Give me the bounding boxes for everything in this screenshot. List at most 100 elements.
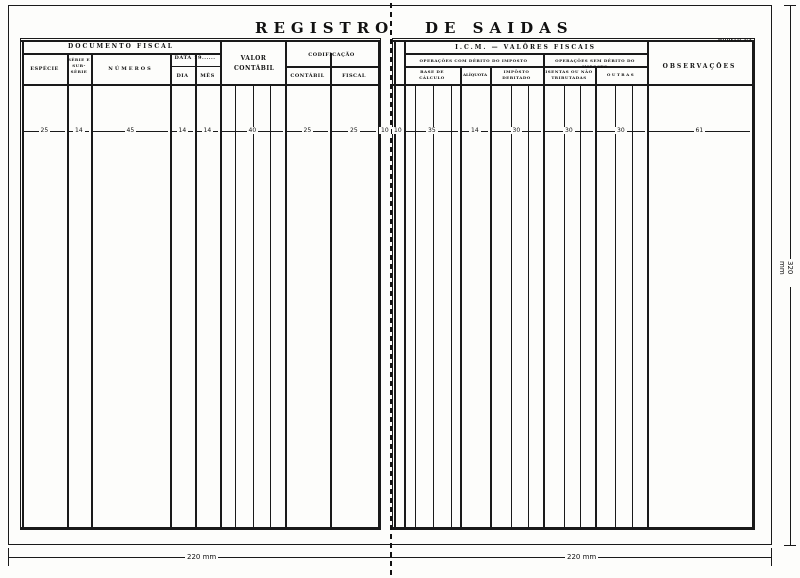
vertical-rule bbox=[380, 38, 381, 530]
vertical-rule bbox=[615, 84, 616, 528]
horizontal-rule bbox=[20, 527, 380, 529]
horizontal-rule bbox=[20, 40, 380, 42]
dimension-label: 10 bbox=[392, 127, 404, 134]
horizontal-rule bbox=[22, 84, 378, 86]
width-right-label: 220 mm bbox=[565, 553, 599, 561]
header-especie: ESPÉCIE bbox=[30, 66, 59, 72]
header-isentas: ISENTAS OU NÃO TRIBUTADAS bbox=[545, 69, 593, 80]
dimension-label: 61 bbox=[693, 127, 706, 134]
horizontal-rule bbox=[285, 66, 378, 68]
vertical-rule bbox=[67, 53, 69, 528]
header-mes: MÊS bbox=[200, 73, 215, 79]
header-numeros: NÚMEROS bbox=[108, 66, 153, 72]
header-contabil: CONTÁBIL bbox=[290, 73, 325, 79]
dimension-label: 14 bbox=[176, 127, 189, 134]
vertical-rule bbox=[771, 548, 772, 566]
vertical-rule bbox=[595, 66, 597, 528]
vertical-rule bbox=[451, 84, 452, 528]
vertical-rule bbox=[91, 53, 93, 528]
dimension-label: 14 bbox=[201, 127, 214, 134]
horizontal-rule bbox=[20, 529, 380, 530]
dimension-label: 35 bbox=[426, 127, 438, 134]
header-icm: I.C.M. — VALÔRES FISCAIS bbox=[455, 44, 596, 51]
vertical-rule bbox=[543, 66, 545, 528]
vertical-rule bbox=[511, 84, 512, 528]
vertical-rule bbox=[330, 53, 332, 528]
header-fiscal: FISCAL bbox=[342, 73, 366, 79]
header-data: DATA 19...... bbox=[174, 55, 216, 61]
vertical-rule bbox=[394, 40, 396, 528]
dimension-label: 25 bbox=[301, 127, 314, 134]
header-imposto-debitado: IMPÔSTO DEBITADO bbox=[502, 69, 531, 80]
vertical-rule bbox=[8, 548, 9, 566]
vertical-rule bbox=[392, 38, 393, 530]
dimension-label: 30 bbox=[510, 127, 523, 134]
vertical-rule bbox=[378, 40, 380, 528]
horizontal-rule bbox=[392, 527, 754, 529]
vertical-rule bbox=[771, 5, 772, 545]
header-com-debito: OPERAÇÕES COM DÉBITO DO IMPOSTO bbox=[419, 58, 528, 63]
header-observacoes: OBSERVAÇÕES bbox=[662, 63, 737, 70]
header-sem-debito: OPERAÇÕES SEM DÉBITO DO IMPOSTO bbox=[555, 58, 635, 69]
vertical-rule bbox=[433, 84, 434, 528]
header-aliquota: ALÍQUOTA bbox=[462, 72, 488, 77]
vertical-rule bbox=[754, 38, 755, 530]
vertical-rule bbox=[632, 84, 633, 528]
horizontal-rule bbox=[392, 84, 752, 86]
horizontal-rule bbox=[404, 53, 647, 55]
horizontal-rule bbox=[392, 40, 754, 42]
vertical-rule bbox=[8, 5, 9, 545]
dimension-label: 10 bbox=[379, 127, 391, 134]
vertical-rule bbox=[647, 40, 649, 528]
dimension-label: 25 bbox=[38, 127, 51, 134]
width-left-label: 220 mm bbox=[185, 553, 219, 561]
vertical-rule bbox=[415, 84, 416, 528]
horizontal-rule bbox=[392, 38, 754, 39]
header-outras: OUTRAS bbox=[606, 72, 636, 77]
horizontal-rule bbox=[392, 529, 754, 530]
vertical-rule bbox=[390, 3, 392, 575]
vertical-rule bbox=[170, 53, 172, 528]
vertical-rule bbox=[253, 84, 254, 528]
vertical-rule bbox=[235, 84, 236, 528]
vertical-rule bbox=[543, 53, 545, 66]
header-documento-fiscal: DOCUMENTO FISCAL bbox=[68, 43, 174, 50]
horizontal-rule bbox=[8, 557, 772, 558]
vertical-rule bbox=[460, 66, 462, 528]
dimension-label: 30 bbox=[563, 127, 575, 134]
title-right: DE SAIDAS bbox=[425, 19, 574, 37]
vertical-rule bbox=[752, 40, 754, 528]
vertical-rule bbox=[220, 40, 222, 528]
dimension-label: 14 bbox=[73, 127, 85, 134]
header-serie: SÉRIE E SUB-SÉRIE bbox=[67, 57, 91, 74]
horizontal-rule bbox=[404, 66, 647, 68]
vertical-rule bbox=[490, 66, 492, 528]
horizontal-rule bbox=[784, 5, 796, 6]
horizontal-rule bbox=[22, 53, 220, 55]
vertical-rule bbox=[20, 38, 21, 530]
header-dia: DIA bbox=[176, 73, 189, 79]
vertical-rule bbox=[404, 40, 406, 528]
vertical-rule bbox=[270, 84, 271, 528]
dimension-label: 30 bbox=[615, 127, 627, 134]
vertical-rule bbox=[285, 40, 287, 528]
vertical-rule bbox=[195, 53, 197, 528]
horizontal-rule bbox=[170, 66, 220, 67]
horizontal-rule bbox=[20, 38, 380, 39]
dimension-label: 14 bbox=[469, 127, 481, 134]
model-label: MODELO 3-A bbox=[717, 37, 753, 42]
dimension-label: 45 bbox=[124, 127, 137, 134]
title-left: REGISTRO bbox=[255, 19, 395, 37]
vertical-rule bbox=[22, 40, 24, 528]
dimension-label: 25 bbox=[348, 127, 360, 134]
vertical-rule bbox=[564, 84, 565, 528]
header-valor-contabil: VALOR CONTÁBIL bbox=[234, 55, 275, 72]
vertical-rule bbox=[528, 84, 529, 528]
dimension-label: 40 bbox=[246, 127, 259, 134]
header-base-calculo: BASE DE CÁLCULO bbox=[419, 69, 445, 80]
vertical-rule bbox=[580, 84, 581, 528]
horizontal-rule bbox=[784, 545, 796, 546]
height-label: 320 mm bbox=[778, 259, 794, 287]
header-codificacao: CODIFICAÇÃO bbox=[308, 52, 355, 58]
